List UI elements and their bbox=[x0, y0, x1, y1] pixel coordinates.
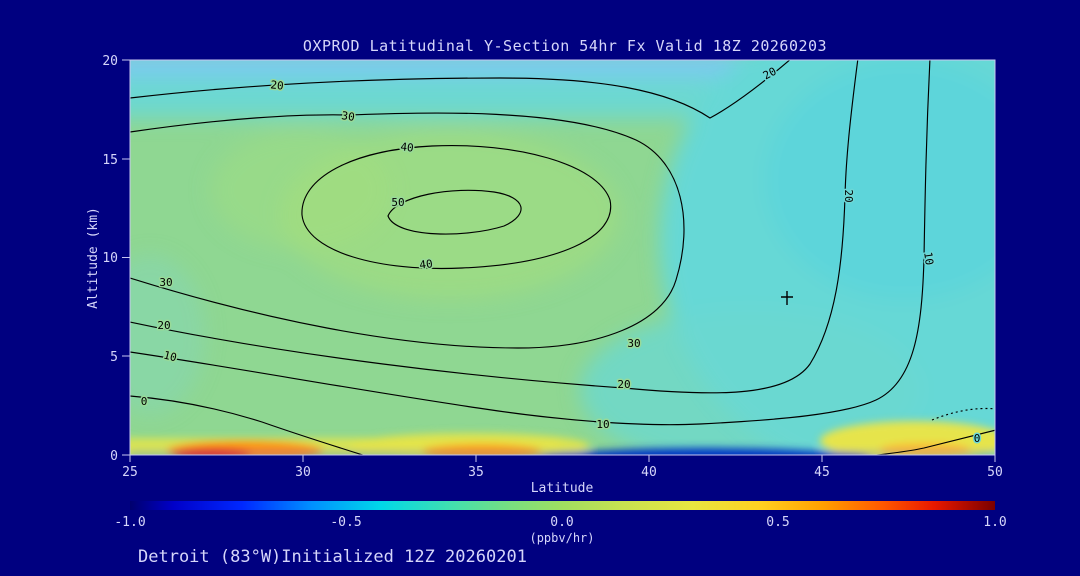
contour-label: 30 bbox=[341, 109, 356, 124]
contour-label: 20 bbox=[270, 78, 285, 92]
y-tick-label: 0 bbox=[110, 449, 118, 464]
contour-negative-dotted bbox=[931, 407, 995, 421]
x-axis-label: Latitude bbox=[531, 481, 594, 496]
contour-label: 30 bbox=[627, 337, 640, 350]
contour-lines bbox=[130, 60, 995, 455]
x-tick-label: 35 bbox=[468, 465, 484, 480]
contour-label: 40 bbox=[400, 140, 415, 154]
x-tick-label: 45 bbox=[814, 465, 830, 480]
contour-label: 20 bbox=[157, 319, 170, 332]
y-axis-label: Altitude (km) bbox=[86, 207, 101, 309]
contour-label-group: 20 30 40 50 40 30 20 10 0 30 20 10 0 20 … bbox=[139, 63, 982, 446]
x-tick-label: 50 bbox=[987, 465, 1003, 480]
contour-0-left bbox=[130, 395, 365, 455]
contour-label: 10 bbox=[921, 251, 936, 266]
y-tick-label: 15 bbox=[102, 153, 118, 168]
contour-label: 0 bbox=[141, 395, 148, 408]
chart-title: OXPROD Latitudinal Y-Section 54hr Fx Val… bbox=[303, 37, 827, 55]
colorbar-tick-label: 1.0 bbox=[983, 515, 1006, 530]
x-tick-label: 30 bbox=[295, 465, 311, 480]
contour-0-right bbox=[871, 429, 995, 455]
x-tick-label: 40 bbox=[641, 465, 657, 480]
contour-label: 10 bbox=[596, 418, 609, 431]
contour-label: 20 bbox=[617, 378, 630, 391]
contour-20-right bbox=[130, 60, 859, 394]
fill-field bbox=[130, 60, 995, 455]
y-tick-label: 10 bbox=[102, 251, 118, 266]
contour-50 bbox=[387, 189, 522, 235]
contour-label: 30 bbox=[159, 276, 172, 289]
y-tick-label: 20 bbox=[102, 54, 118, 69]
x-tick-label: 25 bbox=[122, 465, 138, 480]
colorbar-tick-label: 0.0 bbox=[550, 515, 573, 530]
colorbar-tick-label: -1.0 bbox=[114, 515, 145, 530]
x-axis-ticks bbox=[129, 455, 996, 462]
x-tick-labels: 25 30 35 40 45 50 bbox=[122, 465, 1003, 480]
station-marker bbox=[781, 291, 793, 305]
contour-label: 20 bbox=[842, 189, 855, 202]
y-axis-ticks bbox=[122, 59, 130, 456]
contour-40 bbox=[301, 144, 612, 270]
contour-label: 40 bbox=[419, 257, 434, 272]
contour-20-upper bbox=[130, 60, 791, 119]
contour-label: 10 bbox=[162, 349, 178, 365]
contour-10-right bbox=[130, 60, 931, 426]
y-tick-labels: 0 5 10 15 20 bbox=[102, 54, 118, 464]
y-tick-label: 5 bbox=[110, 350, 118, 365]
contour-label: 0 bbox=[974, 432, 981, 445]
colorbar-tick-label: -0.5 bbox=[330, 515, 361, 530]
colorbar-unit-label: (ppbv/hr) bbox=[529, 531, 594, 545]
contour-label: 50 bbox=[391, 196, 404, 209]
colorbar bbox=[130, 501, 995, 510]
colorbar-tick-label: 0.5 bbox=[766, 515, 789, 530]
footer-run-info: Detroit (83°W)Initialized 12Z 20260201 bbox=[138, 547, 527, 567]
colorbar-tick-labels: -1.0 -0.5 0.0 0.5 1.0 bbox=[114, 515, 1006, 530]
contour-30 bbox=[130, 112, 685, 349]
